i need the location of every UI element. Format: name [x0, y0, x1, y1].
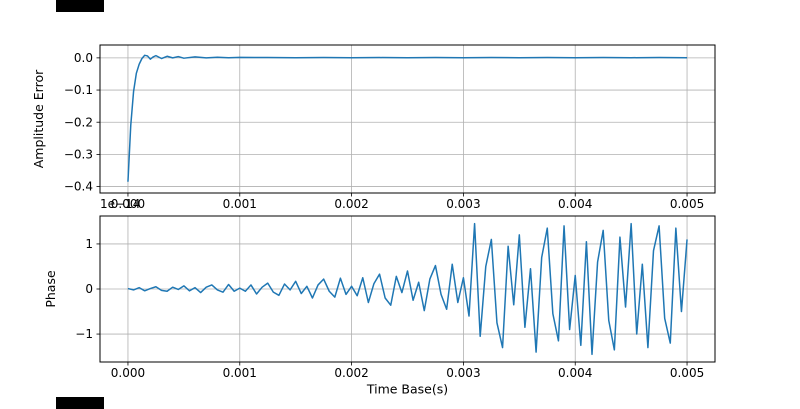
x-tick-label: 0.002 — [334, 197, 368, 211]
subplot-phase: 0.000 0.001 0.002 0.003 0.004 0.005 −1 0 1 Phase T… — [43, 197, 716, 397]
x-tick-label: 0.003 — [446, 197, 480, 211]
x-axis-label: Time Base(s) — [366, 382, 448, 397]
grid — [100, 45, 715, 193]
y-axis-label: Amplitude Error — [31, 69, 46, 168]
screen-artifact-top — [56, 0, 104, 12]
y-tick-label: −0.3 — [64, 147, 93, 161]
y-tick-label: −0.2 — [64, 115, 93, 129]
axes-box — [99, 44, 716, 194]
y-axis: −1 0 1 — [75, 237, 100, 341]
subplot-amplitude-error: 0.000 0.001 0.002 0.003 0.004 0.005 0.0 −0.1 −0.… — [31, 44, 716, 211]
x-tick-label: 0.002 — [334, 366, 368, 380]
y-tick-label: −0.4 — [64, 180, 93, 194]
y-axis: 0.0 −0.1 −0.2 −0.3 −0.4 — [64, 51, 100, 194]
x-tick-label: 0.004 — [558, 197, 592, 211]
data-line — [127, 222, 688, 356]
x-tick-label: 0.000 — [111, 197, 145, 211]
x-axis: 0.000 0.001 0.002 0.003 0.004 0.005 — [111, 193, 704, 211]
x-tick-label: 0.000 — [111, 366, 145, 380]
x-tick-label: 0.004 — [558, 366, 592, 380]
x-tick-label: 0.001 — [223, 366, 257, 380]
y-tick-label: 0.0 — [74, 51, 93, 65]
x-tick-label: 0.005 — [670, 366, 704, 380]
x-tick-label: 0.001 — [223, 197, 257, 211]
screen-artifact-bottom — [56, 397, 104, 409]
x-tick-label: 0.003 — [446, 366, 480, 380]
x-tick-label: 0.005 — [670, 197, 704, 211]
y-axis-label: Phase — [43, 270, 58, 308]
data-line — [127, 54, 688, 182]
y-tick-label: −1 — [75, 327, 93, 341]
y-axis-offset-label: 1e−14 — [100, 197, 140, 211]
y-tick-label: −0.1 — [64, 83, 93, 97]
x-axis: 0.000 0.001 0.002 0.003 0.004 0.005 — [111, 362, 704, 380]
y-tick-label: 1 — [85, 237, 93, 251]
y-tick-label: 0 — [85, 282, 93, 296]
